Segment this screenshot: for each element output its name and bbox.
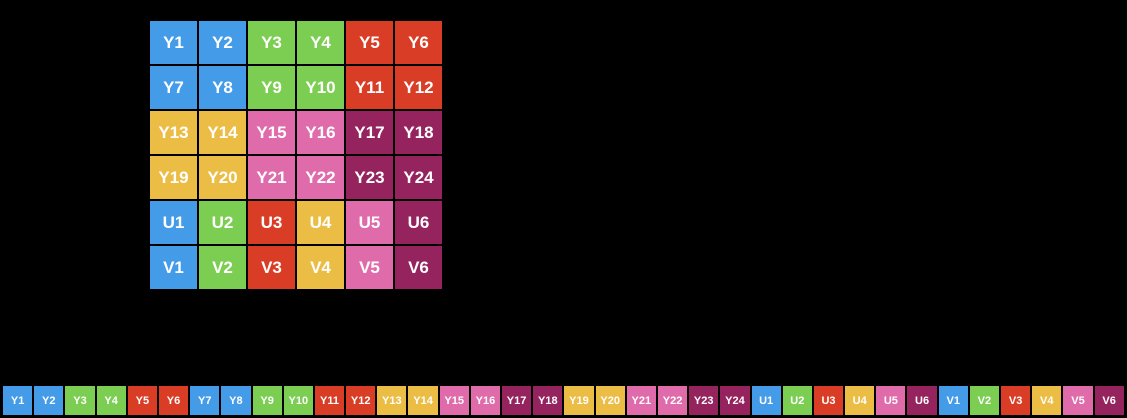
strip-cell: V3 bbox=[1001, 386, 1031, 415]
strip-cell: Y2 bbox=[34, 386, 64, 415]
grid-cell: Y15 bbox=[248, 111, 295, 154]
strip-cell: Y6 bbox=[158, 386, 189, 415]
strip-cell: U1 bbox=[751, 386, 781, 415]
strip-cell: Y3 bbox=[65, 386, 95, 415]
grid-cell: Y13 bbox=[150, 111, 197, 154]
grid-cell: Y7 bbox=[150, 66, 197, 109]
strip-cell: U6 bbox=[907, 386, 937, 415]
grid-cell: Y4 bbox=[297, 21, 344, 64]
strip-cell: V5 bbox=[1063, 386, 1093, 415]
grid-cell: V1 bbox=[150, 246, 197, 289]
grid-cell: Y18 bbox=[395, 111, 442, 154]
grid-cell: Y16 bbox=[297, 111, 344, 154]
grid-cell: Y21 bbox=[248, 156, 295, 199]
strip-cell: Y8 bbox=[221, 386, 251, 415]
grid-cell: Y14 bbox=[199, 111, 246, 154]
grid-cell: V4 bbox=[297, 246, 344, 289]
strip-cell: Y22 bbox=[657, 386, 688, 415]
strip-cell: Y13 bbox=[377, 386, 407, 415]
strip-cell: Y10 bbox=[283, 386, 313, 415]
yuv-pixel-grid: Y1 Y2 Y3 Y4 Y5 Y6 Y7 Y8 Y9 Y10 Y11 Y12 Y13 Y14 Y15 Y16 Y… bbox=[150, 21, 442, 289]
strip-cell: Y15 bbox=[439, 386, 469, 415]
strip-cell: U2 bbox=[782, 386, 812, 415]
grid-cell: Y11 bbox=[346, 66, 393, 109]
grid-cell: Y12 bbox=[395, 66, 442, 109]
strip-cell: Y24 bbox=[720, 386, 750, 415]
grid-cell: Y22 bbox=[297, 156, 344, 199]
grid-cell: Y6 bbox=[395, 21, 442, 64]
strip-cell: Y17 bbox=[502, 386, 532, 415]
grid-cell: U2 bbox=[199, 201, 246, 244]
strip-cell: Y18 bbox=[533, 386, 563, 415]
strip-cell: V1 bbox=[938, 386, 968, 415]
strip-cell: Y20 bbox=[595, 386, 625, 415]
strip-cell: U5 bbox=[876, 386, 906, 415]
strip-cell: V2 bbox=[969, 386, 999, 415]
grid-cell: V3 bbox=[248, 246, 295, 289]
memory-layout-strip: Y1 Y2 Y3 Y4 Y5 Y6 Y7 Y8 Y9 Y10 Y11 Y12 Y13 Y14 Y15 Y16 Y… bbox=[3, 386, 1124, 415]
grid-cell: Y3 bbox=[248, 21, 295, 64]
grid-cell: Y5 bbox=[346, 21, 393, 64]
grid-cell: U3 bbox=[248, 201, 295, 244]
grid-cell: V5 bbox=[346, 246, 393, 289]
grid-cell: U5 bbox=[346, 201, 393, 244]
grid-cell: Y19 bbox=[150, 156, 197, 199]
grid-cell: U4 bbox=[297, 201, 344, 244]
strip-cell: Y9 bbox=[252, 386, 282, 415]
grid-cell: Y20 bbox=[199, 156, 246, 199]
strip-cell: Y12 bbox=[346, 386, 376, 415]
strip-cell: U4 bbox=[845, 386, 875, 415]
grid-cell: V2 bbox=[199, 246, 246, 289]
grid-cell: U6 bbox=[395, 201, 442, 244]
strip-cell: Y14 bbox=[408, 386, 438, 415]
grid-cell: Y9 bbox=[248, 66, 295, 109]
strip-cell: V6 bbox=[1094, 386, 1124, 415]
strip-cell: Y5 bbox=[127, 386, 157, 415]
grid-cell: Y17 bbox=[346, 111, 393, 154]
strip-cell: Y4 bbox=[96, 386, 126, 415]
strip-cell: U3 bbox=[813, 386, 844, 415]
strip-cell: Y7 bbox=[190, 386, 220, 415]
grid-cell: V6 bbox=[395, 246, 442, 289]
strip-cell: Y23 bbox=[689, 386, 719, 415]
strip-cell: Y11 bbox=[314, 386, 345, 415]
grid-cell: Y24 bbox=[395, 156, 442, 199]
grid-cell: Y2 bbox=[199, 21, 246, 64]
strip-cell: Y19 bbox=[564, 386, 594, 415]
grid-cell: Y10 bbox=[297, 66, 344, 109]
strip-cell: V4 bbox=[1032, 386, 1062, 415]
grid-cell: Y8 bbox=[199, 66, 246, 109]
strip-cell: Y1 bbox=[3, 386, 33, 415]
strip-cell: Y21 bbox=[626, 386, 656, 415]
strip-cell: Y16 bbox=[470, 386, 500, 415]
grid-cell: U1 bbox=[150, 201, 197, 244]
grid-cell: Y23 bbox=[346, 156, 393, 199]
grid-cell: Y1 bbox=[150, 21, 197, 64]
